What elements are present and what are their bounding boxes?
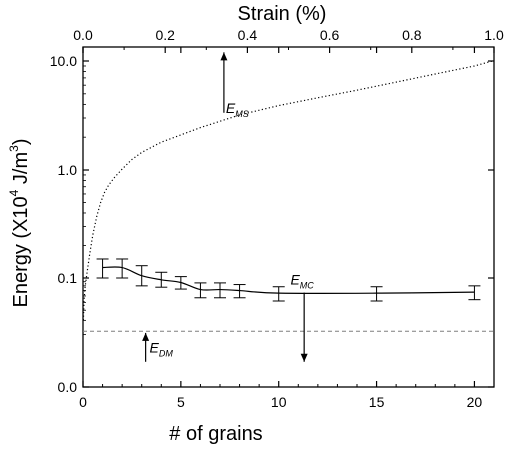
annotation-emc-sub: MC [300,281,314,291]
arrow-ems-head [220,52,228,61]
y-tick-label: 10.0 [50,53,77,69]
y-tick-label: 0.0 [58,379,78,395]
x2-tick-label: 0.2 [155,27,175,43]
y-axis-title: Energy (X104 J/m3) [7,139,32,308]
x-tick-label: 20 [467,394,483,410]
annotation-ems-main: E [226,100,236,116]
x2-tick-label: 0.6 [320,27,340,43]
annotation-edm-sub: DM [159,349,173,359]
arrow-ems [220,52,228,113]
arrow-edm [142,332,150,362]
y-axis-title-part3: ) [10,139,32,146]
axes-layer: 0 5 10 15 20 0.0 0.2 0.4 0.6 0.8 1.0 0.0 0.1 1.0 10.0 [50,27,504,410]
y-axis-title-part2: J/m [10,152,32,190]
x2-axis-title: Strain (%) [238,3,327,25]
x2-tick-label: 1.0 [484,27,504,43]
series-ems-line [82,59,495,321]
arrow-emc-head [300,353,308,362]
annotation-emc-main: E [290,272,300,288]
series-layer [82,59,495,332]
y-tick-label: 0.1 [58,270,78,286]
y-tick-label: 1.0 [58,162,78,178]
arrow-edm-head [142,332,150,341]
x-tick-label: 10 [271,394,287,410]
y-axis-title-sup2: 3 [7,145,21,152]
annotation-emc: EMC [290,272,314,291]
annotation-edm-main: E [150,340,160,356]
x2-tick-label: 0.0 [73,27,93,43]
x-tick-label: 0 [79,394,87,410]
arrow-emc [300,292,308,362]
x-tick-label: 15 [369,394,385,410]
y-axis-title-part1: Energy (X10 [10,196,32,307]
x-tick-label: 5 [177,394,185,410]
x-axis-title: # of grains [169,423,262,445]
y-axis-title-sup1: 4 [7,189,21,196]
annotation-edm: EDM [150,340,174,359]
x2-tick-label: 0.8 [402,27,422,43]
annotation-ems-sub: MS [235,109,249,119]
x2-tick-label: 0.4 [238,27,258,43]
series-emc-line [102,266,475,294]
annotation-ems: EMS [226,100,249,119]
